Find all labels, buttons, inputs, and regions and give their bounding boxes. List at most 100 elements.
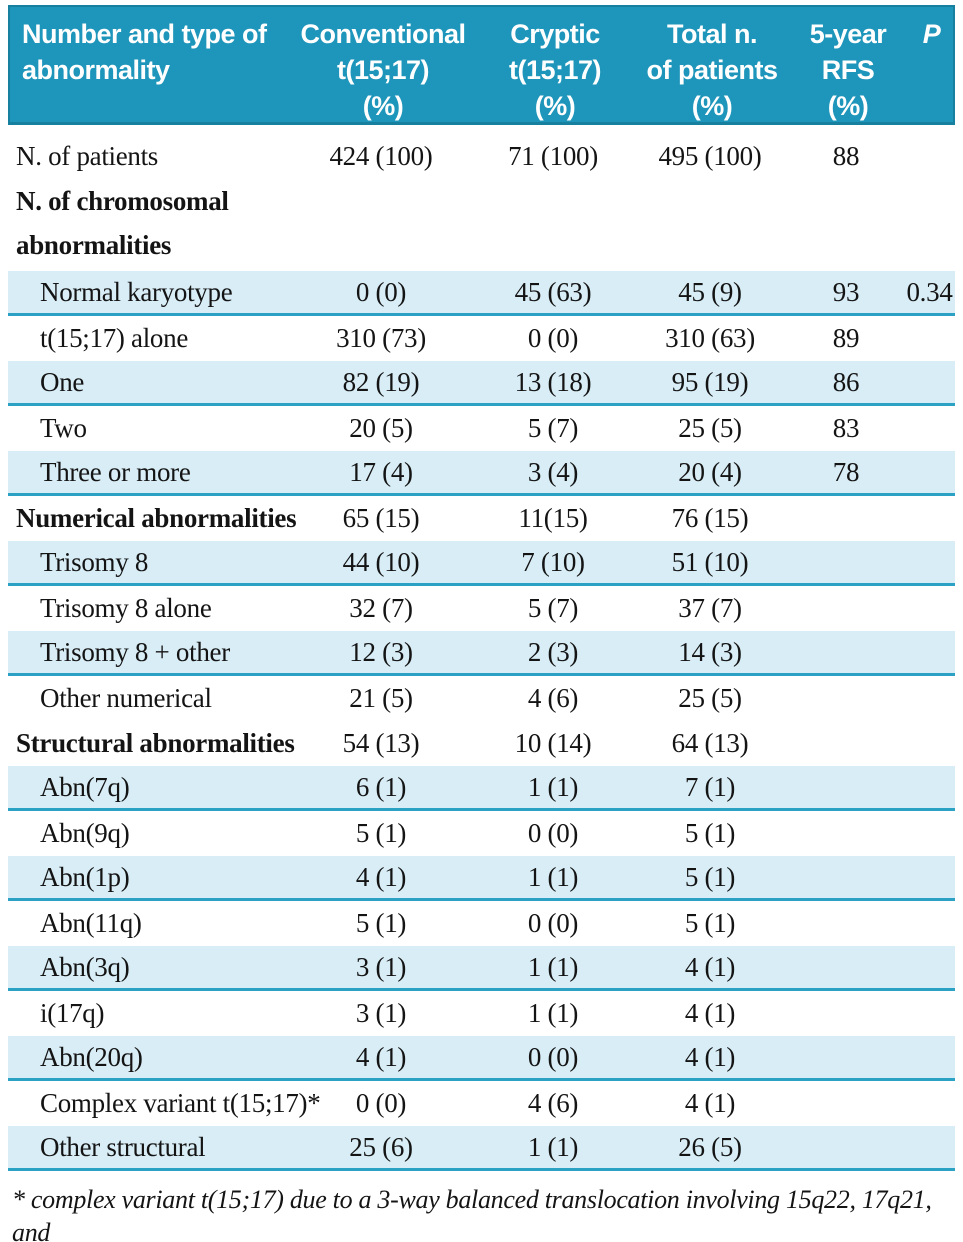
cell-cryptic: 1 (1) [527, 951, 579, 982]
cell-conventional: 0 (0) [355, 276, 407, 307]
cell-cryptic: 4 (6) [527, 683, 579, 713]
cell-cryptic: 2 (3) [527, 636, 579, 667]
cell-total-patients: 25 (5) [678, 413, 742, 443]
header-5year-rfs: 5-year RFS (%) [790, 16, 906, 124]
cell-cryptic: 0 (0) [527, 818, 579, 848]
table-row: Structural abnormalities 54 (13) 10 (14)… [8, 721, 955, 766]
header-line: t(15;17) [508, 55, 602, 85]
cell-conventional: 424 (100) [329, 141, 433, 171]
header-line: P [922, 19, 941, 49]
header-line: Cryptic [510, 19, 600, 49]
cell-conventional: 5 (1) [355, 908, 407, 938]
row-label: Other structural [40, 1131, 206, 1162]
table-row: Abn(3q) 3 (1) 1 (1) 4 (1) [8, 946, 955, 991]
table-row: Trisomy 8 alone 32 (7) 5 (7) 37 (7) [8, 586, 955, 631]
header-line: abnormality [22, 55, 170, 85]
cell-conventional: 310 (73) [336, 323, 426, 353]
cell-5year-rfs: 93 [832, 276, 860, 307]
row-label: Numerical abnormalities [16, 503, 297, 533]
cell-total-patients: 26 (5) [678, 1131, 742, 1162]
header-line: Conventional [300, 19, 466, 49]
cell-total-patients: 25 (5) [678, 683, 742, 713]
header-line: (%) [362, 91, 404, 121]
cell-total-patients: 5 (1) [684, 818, 736, 848]
header-p-value: P [906, 16, 957, 124]
cell-conventional: 17 (4) [349, 456, 413, 487]
row-label: Abn(11q) [40, 908, 142, 938]
cell-conventional: 6 (1) [355, 771, 407, 802]
table-row: Three or more 17 (4) 3 (4) 20 (4) 78 [8, 451, 955, 496]
cell-total-patients: 310 (63) [665, 323, 755, 353]
cell-5year-rfs: 78 [832, 456, 860, 487]
cell-cryptic: 1 (1) [527, 1131, 579, 1162]
row-label: Abn(3q) [40, 951, 130, 982]
cell-total-patients: 4 (1) [684, 1041, 736, 1072]
row-label: Complex variant t(15;17)* [40, 1088, 321, 1118]
table-row: Complex variant t(15;17)* 0 (0) 4 (6) 4 … [8, 1081, 955, 1126]
cell-conventional: 44 (10) [342, 546, 420, 577]
row-label: Abn(7q) [40, 771, 130, 802]
header-line: 5-year [809, 19, 887, 49]
row-label: Trisomy 8 alone [40, 593, 212, 623]
cell-total-patients: 4 (1) [684, 998, 736, 1028]
cell-total-patients: 20 (4) [678, 456, 742, 487]
row-label: N. of patients [16, 141, 159, 171]
header-line: (%) [827, 91, 869, 121]
table-row: N. of chromosomal abnormalities [8, 179, 955, 271]
cell-cryptic: 0 (0) [527, 323, 579, 353]
cell-cryptic: 1 (1) [527, 861, 579, 892]
table-row: Trisomy 8 44 (10) 7 (10) 51 (10) [8, 541, 955, 586]
cell-total-patients: 76 (15) [671, 503, 749, 533]
row-label: Abn(1p) [40, 861, 130, 892]
cell-conventional: 65 (15) [342, 503, 420, 533]
cell-conventional: 32 (7) [349, 593, 413, 623]
cell-p-value: 0.34 [906, 276, 953, 307]
table-row: One 82 (19) 13 (18) 95 (19) 86 [8, 361, 955, 406]
cell-cryptic: 7 (10) [521, 546, 585, 577]
header-line: Number and type of [22, 19, 267, 49]
cell-cryptic: 10 (14) [514, 728, 592, 758]
cell-total-patients: 4 (1) [684, 951, 736, 982]
row-label: Two [40, 413, 87, 443]
cell-cryptic: 1 (1) [527, 998, 579, 1028]
table-row: Abn(11q) 5 (1) 0 (0) 5 (1) [8, 901, 955, 946]
cell-cryptic: 0 (0) [527, 1041, 579, 1072]
cell-conventional: 20 (5) [349, 413, 413, 443]
row-label: i(17q) [40, 998, 105, 1028]
row-label: N. of chromosomal abnormalities [16, 186, 229, 260]
cell-conventional: 25 (6) [349, 1131, 413, 1162]
table-row: Numerical abnormalities 65 (15) 11(15) 7… [8, 496, 955, 541]
cell-total-patients: 14 (3) [678, 636, 742, 667]
header-total-patients: Total n. of patients (%) [634, 16, 790, 124]
row-label: Structural abnormalities [16, 728, 295, 758]
cell-5year-rfs: 88 [832, 141, 860, 171]
table-row: Normal karyotype 0 (0) 45 (63) 45 (9) 93… [8, 271, 955, 316]
row-label: Trisomy 8 [40, 546, 149, 577]
cell-conventional: 3 (1) [355, 998, 407, 1028]
cell-cryptic: 11(15) [518, 503, 588, 533]
row-label: Abn(9q) [40, 818, 130, 848]
table-footnote: * complex variant t(15;17) due to a 3-wa… [8, 1171, 955, 1242]
cell-5year-rfs: 86 [832, 366, 860, 397]
header-line: of patients [646, 55, 778, 85]
row-label: Trisomy 8 + other [40, 636, 230, 667]
table-row: Abn(20q) 4 (1) 0 (0) 4 (1) [8, 1036, 955, 1081]
table-header-row: Number and type of abnormality Conventio… [8, 5, 955, 125]
header-line: t(15;17) [336, 55, 430, 85]
cell-total-patients: 495 (100) [658, 141, 762, 171]
cell-cryptic: 4 (6) [527, 1088, 579, 1118]
cell-conventional: 4 (1) [355, 861, 407, 892]
cell-total-patients: 5 (1) [684, 908, 736, 938]
cell-total-patients: 5 (1) [684, 861, 736, 892]
table-row: t(15;17) alone 310 (73) 0 (0) 310 (63) 8… [8, 316, 955, 361]
cell-total-patients: 95 (19) [671, 366, 749, 397]
cell-conventional: 3 (1) [355, 951, 407, 982]
table-row: Two 20 (5) 5 (7) 25 (5) 83 [8, 406, 955, 451]
cell-conventional: 21 (5) [349, 683, 413, 713]
cell-cryptic: 1 (1) [527, 771, 579, 802]
cell-cryptic: 0 (0) [527, 908, 579, 938]
table-body: N. of patients 424 (100) 71 (100) 495 (1… [8, 134, 955, 1171]
table-row: Other numerical 21 (5) 4 (6) 25 (5) [8, 676, 955, 721]
row-label: One [40, 366, 85, 397]
